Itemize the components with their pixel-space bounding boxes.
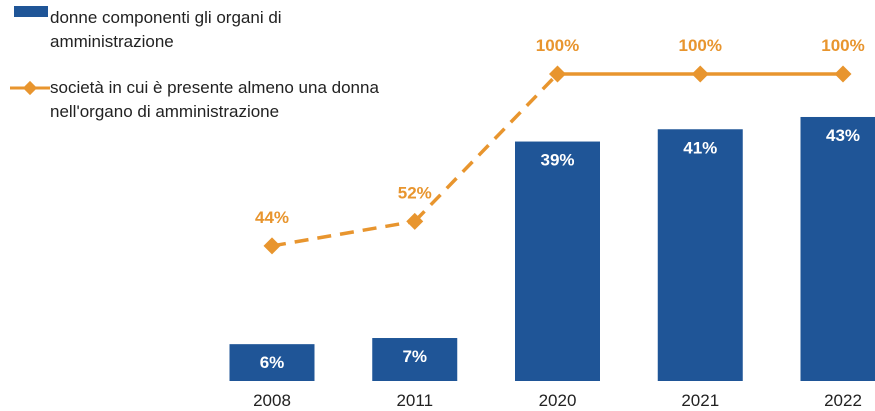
x-tick-label: 2022 xyxy=(824,391,862,410)
x-tick-label: 2020 xyxy=(539,391,577,410)
legend-swatch xyxy=(14,6,48,17)
line-marker xyxy=(263,237,281,255)
bar-value-label: 41% xyxy=(683,138,717,157)
x-tick-label: 2021 xyxy=(681,391,719,410)
line-value-label: 100% xyxy=(821,36,864,55)
legend-label: donne componenti gli organi di amministr… xyxy=(50,8,282,51)
legend-swatch xyxy=(22,80,38,96)
bar xyxy=(657,129,743,381)
legend-label: società in cui è presente almeno una don… xyxy=(50,78,379,121)
bar-value-label: 39% xyxy=(540,151,574,170)
bar xyxy=(229,344,315,381)
bar xyxy=(515,141,600,381)
line-value-label: 100% xyxy=(679,36,722,55)
line-marker xyxy=(834,65,852,83)
line-value-label: 52% xyxy=(398,183,432,202)
bar-value-label: 43% xyxy=(826,126,860,145)
line-segment xyxy=(271,219,416,248)
bar-value-label: 7% xyxy=(402,347,427,366)
x-tick-label: 2008 xyxy=(253,391,291,410)
line-value-label: 44% xyxy=(255,208,289,227)
line-value-label: 100% xyxy=(536,36,579,55)
bar xyxy=(800,116,875,381)
line-segment xyxy=(413,72,559,223)
x-tick-label: 2011 xyxy=(396,391,433,410)
line-marker xyxy=(691,65,709,83)
bar-value-label: 6% xyxy=(260,353,285,372)
line-marker xyxy=(549,65,566,83)
bar xyxy=(372,338,458,381)
line-marker xyxy=(406,212,424,230)
